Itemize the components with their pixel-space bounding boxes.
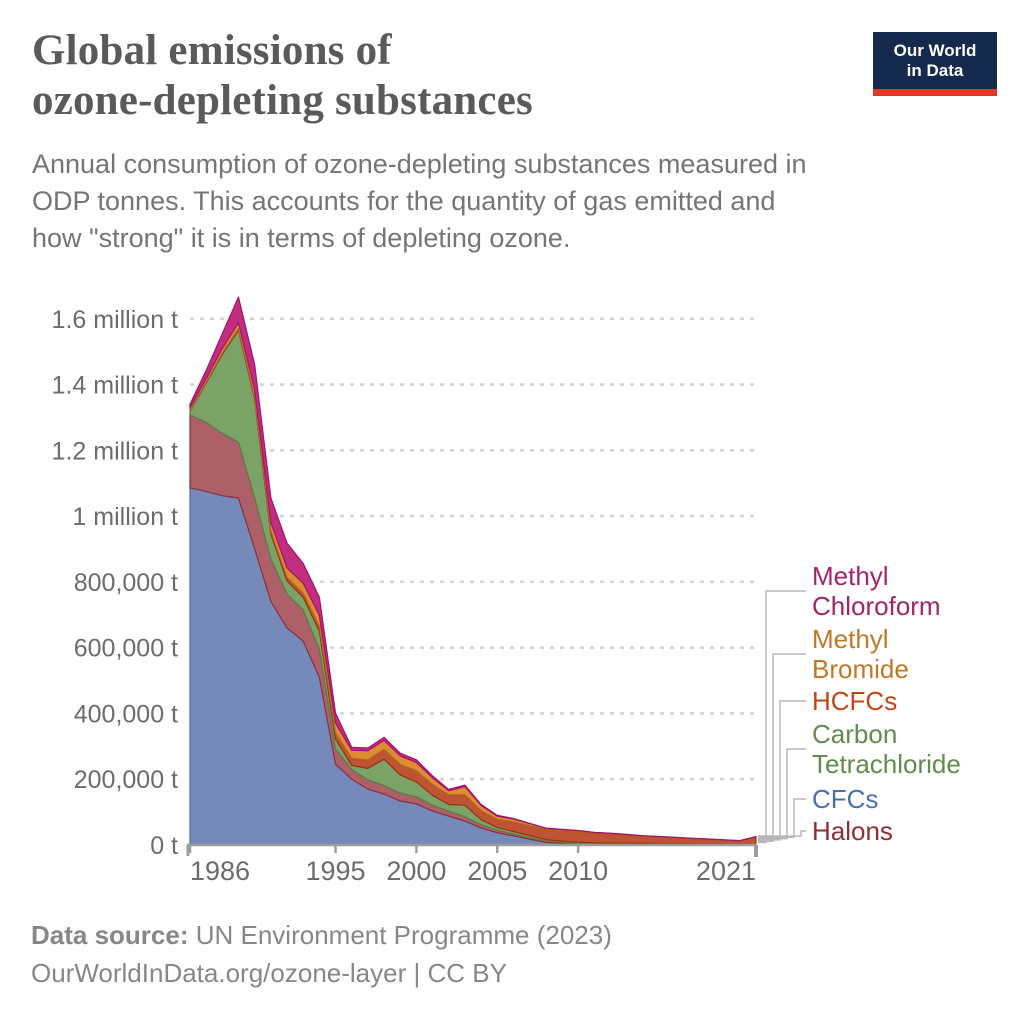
title-line-2: ozone-depleting substances [32, 77, 533, 124]
x-tick-label: 2005 [467, 856, 527, 886]
owid-logo-box: Our World in Data [873, 32, 997, 89]
legend-label-methyl-bromide[interactable]: Methyl Bromide [812, 624, 909, 684]
footer-source-label: Data source: [31, 920, 189, 950]
y-tick-label: 0 t [150, 832, 178, 860]
leader-line [758, 830, 806, 837]
legend-label-carbon-tetrachloride[interactable]: Carbon Tetrachloride [812, 719, 961, 779]
page-title: Global emissions of ozone-depleting subs… [32, 26, 533, 126]
legend-label-halons[interactable]: Halons [812, 816, 893, 846]
legend-label-line: Bromide [812, 654, 909, 684]
legend-label-line: Carbon [812, 719, 898, 749]
legend-label-methyl-chloroform[interactable]: Methyl Chloroform [812, 561, 941, 621]
owid-logo-red-bar [873, 89, 997, 96]
x-tick-label: 2010 [548, 856, 608, 886]
subtitle-line-2: ODP tonnes. This accounts for the quanti… [32, 186, 776, 216]
legend-label-line: Halons [812, 816, 893, 846]
leader-line [758, 748, 806, 840]
owid-logo: Our World in Data [873, 32, 997, 96]
legend-label-line: Methyl [812, 624, 889, 654]
subtitle-line-3: how "strong" it is in terms of depleting… [32, 223, 571, 253]
legend-label-line: CFCs [812, 784, 879, 814]
footer-source-line: Data source: UN Environment Programme (2… [31, 916, 612, 954]
chart-subtitle: Annual consumption of ozone-depleting su… [32, 146, 807, 257]
legend-label-line: Tetrachloride [812, 749, 961, 779]
y-tick-label: 600,000 t [74, 635, 178, 663]
y-tick-label: 400,000 t [74, 700, 178, 728]
leader-line [758, 653, 806, 842]
x-tick-label: 2021 [696, 856, 756, 886]
x-tick-label: 2000 [386, 856, 446, 886]
x-tick-label: 1986 [190, 856, 250, 886]
leader-line [758, 590, 806, 844]
legend-label-line: Chloroform [812, 591, 941, 621]
y-tick-label: 1.6 million t [52, 306, 178, 334]
leader-line [758, 700, 806, 841]
y-tick-label: 200,000 t [74, 766, 178, 794]
footer-source-text: UN Environment Programme (2023) [188, 920, 612, 950]
owid-logo-line-2: in Data [906, 61, 964, 80]
subtitle-line-1: Annual consumption of ozone-depleting su… [32, 149, 807, 179]
title-line-1: Global emissions of [32, 27, 392, 74]
leader-line [758, 798, 806, 839]
legend-label-hcfcs[interactable]: HCFCs [812, 686, 897, 716]
owid-logo-line-1: Our World [893, 41, 977, 60]
chart-footer: Data source: UN Environment Programme (2… [31, 916, 612, 992]
y-tick-label: 1.2 million t [52, 437, 178, 465]
y-tick-label: 1.4 million t [52, 372, 178, 400]
y-tick-label: 800,000 t [74, 569, 178, 597]
legend-label-cfcs[interactable]: CFCs [812, 784, 878, 814]
legend-label-line: Methyl [812, 561, 889, 591]
area-methyl-chloroform[interactable] [189, 296, 757, 842]
x-tick-label: 1995 [306, 856, 366, 886]
y-tick-label: 1 million t [72, 503, 178, 531]
footer-license-line: OurWorldInData.org/ozone-layer | CC BY [31, 958, 507, 988]
legend-label-line: HCFCs [812, 686, 898, 716]
